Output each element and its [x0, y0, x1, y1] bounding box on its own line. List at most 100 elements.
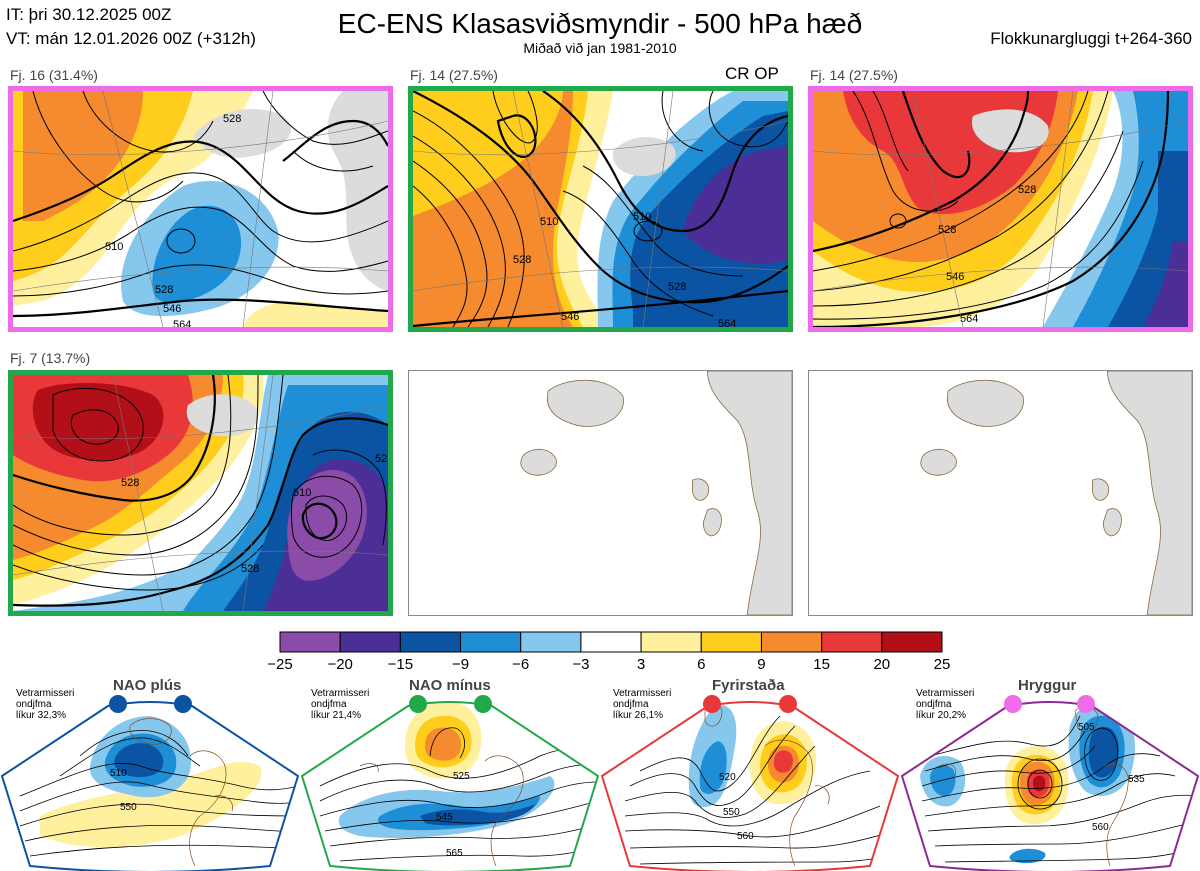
control-run-label: CR OP [725, 64, 779, 83]
contour-label: 564 [960, 313, 979, 325]
greenland-land [186, 394, 259, 437]
regime-dot [779, 695, 797, 713]
cluster-panel-4: 528 528 528 510 [8, 370, 393, 616]
cluster-map-4 [13, 375, 388, 611]
contour-label: 528 [121, 477, 140, 489]
contour-label: 564 [718, 318, 737, 330]
contour-label: 510 [293, 487, 312, 499]
regime-name: NAO plús [113, 677, 182, 694]
anomaly-negative [1143, 241, 1188, 327]
colorbar-swatch [760, 631, 823, 653]
colorbar-tick-label: −15 [388, 656, 413, 673]
regime-dot [1077, 695, 1095, 713]
panel-2-label: Fj. 14 (27.5%) [410, 67, 498, 83]
empty-map-6 [920, 371, 1192, 615]
cluster-map-3 [813, 91, 1188, 327]
contour-label: 546 [561, 311, 580, 323]
empty-panel-6 [808, 370, 1193, 616]
contour-label: 528 [241, 563, 260, 575]
colorbar-tick-label: 3 [637, 656, 645, 673]
init-time: IT: þri 30.12.2025 00Z [6, 5, 172, 24]
colorbar-swatch [580, 631, 642, 653]
colorbar-tick-label: 25 [934, 656, 951, 673]
regime-dot [109, 695, 127, 713]
regime-map-ridge [900, 695, 1200, 871]
cluster-panel-1: 510 528 546 564 528 [8, 86, 393, 332]
empty-map-5 [520, 371, 792, 615]
contour-label: 528 [375, 453, 393, 465]
regime-dot [174, 695, 192, 713]
regime-name: Hryggur [1018, 677, 1077, 694]
contour-label: 550 [120, 802, 137, 813]
europe-land [327, 91, 388, 291]
regime-map-blocking [600, 695, 900, 871]
regime-map-nao-minus [300, 695, 600, 871]
contour-label: 505 [1078, 722, 1095, 733]
cluster-panel-2: 510 528 546 564 528 510 [408, 86, 793, 332]
colorbar-swatch [460, 631, 522, 653]
contour-label: 528 [938, 224, 957, 236]
contour-label: 528 [668, 281, 687, 293]
contour-label: 510 [633, 211, 652, 223]
contour-label: 546 [163, 303, 182, 315]
classification-window: Flokkunargluggi t+264-360 [990, 29, 1192, 48]
contour-label: 545 [436, 812, 453, 823]
greenland-land [612, 136, 676, 176]
regime-map-nao-plus [0, 695, 300, 871]
colorbar-swatch [339, 631, 401, 653]
regime-dot [474, 695, 492, 713]
cluster-panel-3: 528 546 564 528 [808, 86, 1193, 332]
colorbar-tick-label: −6 [512, 656, 529, 673]
contour-label: 560 [1092, 822, 1109, 833]
chart-title: EC-ENS Klasasviðsmyndir - 500 hPa hæð [337, 8, 863, 39]
regime-ridge: Hryggur Vetrarmisseri ondjfma líkur 20,2… [900, 676, 1200, 871]
regime-note: Vetrarmisseri ondjfma líkur 20,2% [916, 688, 975, 721]
colorbar-tick-label: 9 [757, 656, 765, 673]
anomaly-negative [683, 146, 788, 264]
anomaly-positive [23, 91, 143, 221]
contour-label: 528 [223, 113, 242, 125]
chart-subtitle: Miðað við jan 1981-2010 [523, 40, 677, 56]
regime-note: Vetrarmisseri ondjfma líkur 21,4% [311, 688, 370, 721]
regime-nao-plus: NAO plús Vetrarmisseri ondjfma líkur 32,… [0, 676, 300, 871]
contour-label: 525 [453, 771, 470, 782]
colorbar-swatch [279, 631, 341, 653]
regime-note: Vetrarmisseri ondjfma líkur 32,3% [16, 688, 75, 721]
colorbar-swatch [881, 631, 943, 653]
regime-dot [703, 695, 721, 713]
panel-3-label: Fj. 14 (27.5%) [810, 67, 898, 83]
regime-name: NAO mínus [409, 677, 491, 694]
contour-label: 510 [540, 216, 559, 228]
colorbar-tick-label: 6 [697, 656, 705, 673]
greenland-land [972, 109, 1049, 153]
contour-label: 546 [946, 271, 965, 283]
panel-4-label: Fj. 7 (13.7%) [10, 350, 91, 366]
contour-label: 510 [105, 241, 124, 253]
cluster-map-1 [13, 91, 388, 327]
regime-dot [409, 695, 427, 713]
regime-blocking: Fyrirstaða Vetrarmisseri ondjfma líkur 2… [600, 676, 900, 871]
contour-label: 528 [1018, 184, 1037, 196]
cluster-map-2 [413, 91, 788, 327]
contour-label: 565 [446, 848, 463, 859]
greenland-land [193, 108, 292, 158]
contour-label: 564 [173, 319, 192, 331]
valid-time: VT: mán 12.01.2026 00Z (+312h) [6, 29, 256, 48]
contour-label: 560 [737, 831, 754, 842]
colorbar-tick-label: −9 [452, 656, 469, 673]
anomaly-positive [243, 301, 388, 327]
panel-1-label: Fj. 16 (31.4%) [10, 67, 98, 83]
regime-nao-minus: NAO mínus Vetrarmisseri ondjfma líkur 21… [300, 676, 600, 871]
contour-label: 510 [110, 768, 127, 779]
colorbar-tick-label: 15 [813, 656, 830, 673]
regime-dot [1004, 695, 1022, 713]
colorbar-swatch [700, 631, 762, 653]
regime-name: Fyrirstaða [712, 677, 785, 694]
colorbar-tick-label: −25 [267, 656, 292, 673]
empty-panel-5 [408, 370, 793, 616]
colorbar-swatch [640, 631, 702, 653]
anomaly-positive [413, 91, 573, 327]
anomaly-positive [32, 383, 164, 461]
regime-note: Vetrarmisseri ondjfma líkur 26,1% [613, 688, 672, 721]
anomaly-positive [473, 91, 543, 152]
